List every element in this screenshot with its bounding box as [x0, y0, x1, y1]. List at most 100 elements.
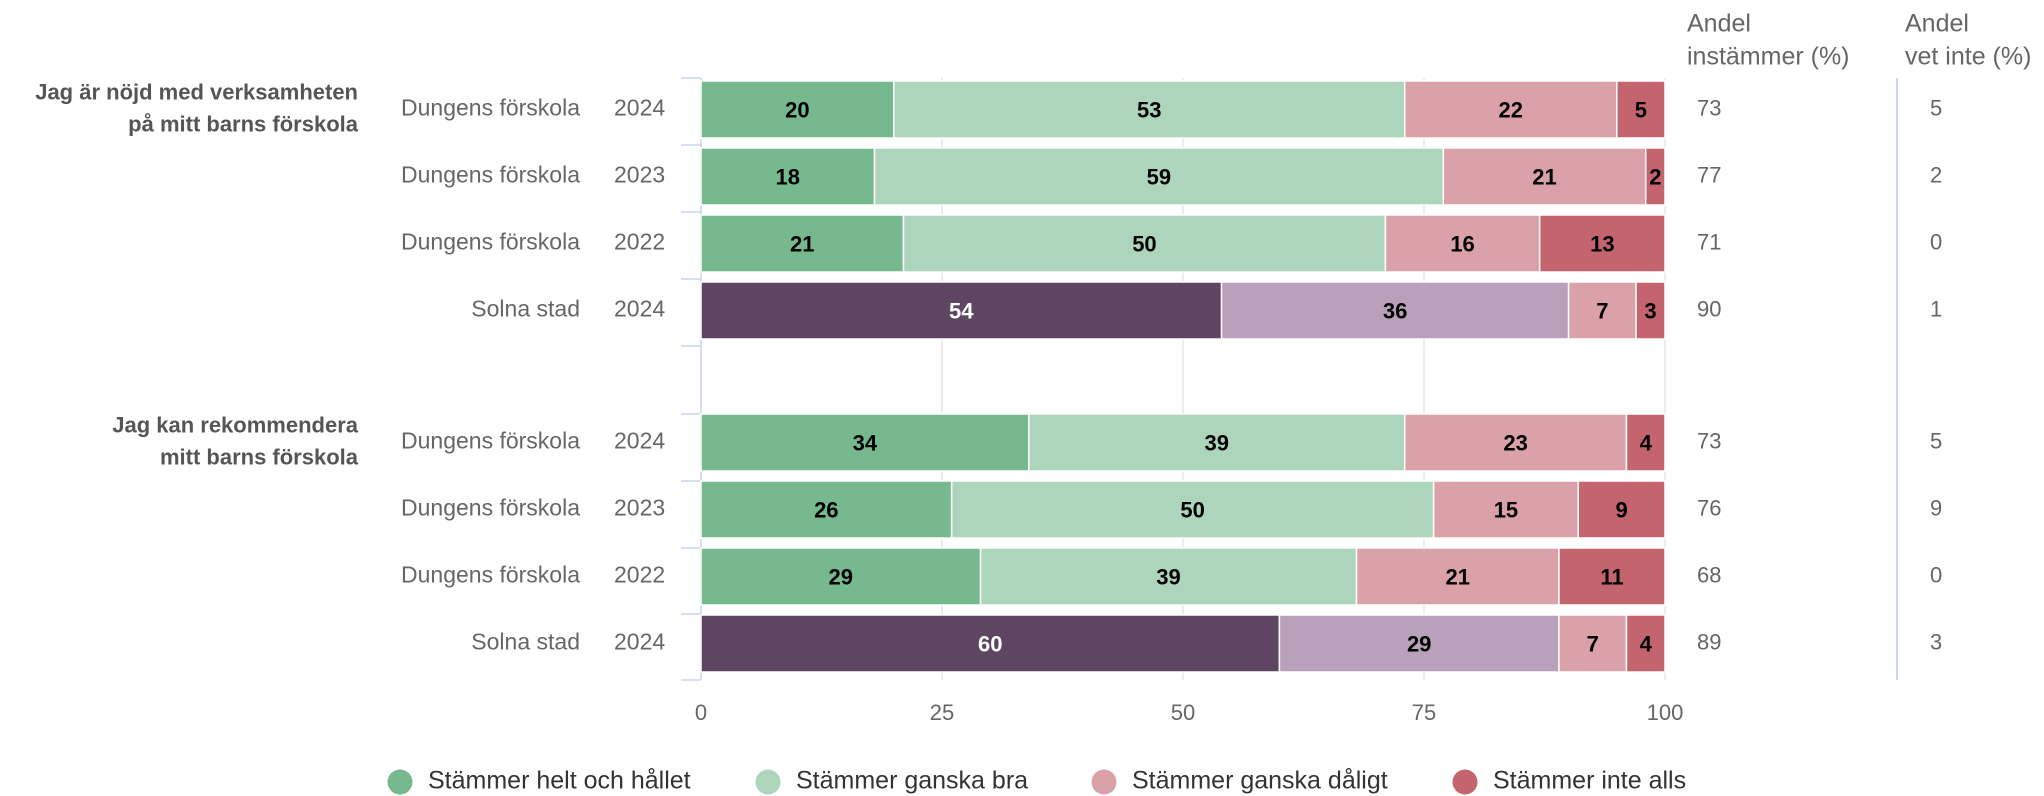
andel-vet-inte-value: 0 — [1930, 562, 1942, 587]
bar-value-label: 36 — [1383, 298, 1407, 323]
column-header: Andel — [1687, 10, 1751, 38]
bar-segment — [1442, 147, 1647, 206]
row-year-label: 2022 — [614, 562, 665, 588]
andel-vet-inte-value: 2 — [1930, 162, 1942, 187]
row-year-label: 2023 — [614, 495, 665, 521]
question-label: Jag kan rekommendera — [112, 412, 359, 437]
bar-value-label: 18 — [776, 164, 800, 189]
andel-vet-inte-value: 3 — [1930, 629, 1942, 654]
row-unit-label: Solna stad — [471, 629, 580, 655]
legend-item-label: Stämmer ganska dåligt — [1132, 767, 1388, 795]
bar-value-label: 5 — [1635, 97, 1647, 122]
andel-instammer-value: 73 — [1697, 95, 1721, 120]
legend-marker — [387, 769, 413, 795]
legend: Stämmer helt och hållet Stämmer ganska br… — [387, 767, 1686, 795]
bar-segment — [700, 80, 895, 139]
legend-marker — [1452, 769, 1478, 795]
column-header: instämmer (%) — [1687, 43, 1850, 71]
bar-value-label: 34 — [853, 430, 878, 455]
bar-value-label: 21 — [1532, 164, 1556, 189]
bar-segment — [1558, 547, 1666, 606]
andel-vet-inte-value: 1 — [1930, 296, 1942, 321]
row-unit-label: Dungens förskola — [401, 562, 580, 588]
bar-segment — [1577, 480, 1666, 539]
bar-value-label: 11 — [1600, 564, 1623, 589]
andel-instammer-value: 76 — [1697, 495, 1721, 520]
x-tick-label: 25 — [930, 700, 954, 725]
andel-instammer-value: 90 — [1697, 296, 1721, 321]
question-label: på mitt barns förskola — [128, 111, 359, 136]
bar-value-label: 2 — [1649, 164, 1661, 189]
bar-segment — [893, 80, 1406, 139]
bars: 20 53 22 5 18 59 21 2 21 50 16 13 54 36 7 3 34 39 23 4 26 50 1… — [700, 80, 1666, 673]
bar-value-label: 39 — [1156, 564, 1180, 589]
bar-value-label: 22 — [1499, 97, 1523, 122]
bar-segment — [979, 547, 1358, 606]
bar-value-label: 21 — [1445, 564, 1469, 589]
bar-segment — [1028, 413, 1406, 472]
bar-segment — [1220, 281, 1570, 340]
bar-value-label: 9 — [1615, 497, 1627, 522]
row-year-label: 2024 — [614, 296, 665, 322]
bar-value-label: 7 — [1596, 298, 1608, 323]
x-tick-label: 100 — [1647, 700, 1684, 725]
bar-segment — [1278, 614, 1560, 673]
side-columns: Andel instämmer (%) Andel vet inte (%) 73 5 77… — [1687, 10, 2031, 680]
bar-segment — [1616, 80, 1666, 139]
legend-marker — [1091, 769, 1117, 795]
row-unit-label: Dungens förskola — [401, 95, 580, 121]
bar-segment — [700, 147, 876, 206]
bar-value-label: 59 — [1147, 164, 1171, 189]
bar-value-label: 29 — [1407, 631, 1431, 656]
andel-vet-inte-value: 9 — [1930, 495, 1942, 520]
andel-vet-inte-value: 5 — [1930, 428, 1942, 453]
legend-item-label: Stämmer ganska bra — [796, 767, 1028, 795]
andel-instammer-value: 73 — [1697, 428, 1721, 453]
bar-segment — [1635, 281, 1666, 340]
bar-segment — [1538, 214, 1666, 273]
bar-segment — [1384, 214, 1541, 273]
bar-segment — [1644, 147, 1666, 206]
column-header: Andel — [1905, 10, 1969, 38]
x-axis: 0 25 50 75 100 — [681, 77, 1684, 725]
bar-segment — [1403, 80, 1618, 139]
row-year-label: 2023 — [614, 162, 665, 188]
bar-segment — [700, 547, 982, 606]
bar-segment — [873, 147, 1445, 206]
bar-value-label: 23 — [1503, 430, 1527, 455]
bar-value-label: 60 — [978, 631, 1002, 656]
bar-segment — [700, 281, 1223, 340]
bar-value-label: 20 — [785, 97, 809, 122]
row-unit-label: Dungens förskola — [401, 229, 580, 255]
bar-value-label: 54 — [949, 298, 974, 323]
andel-instammer-value: 89 — [1697, 629, 1721, 654]
bar-value-label: 29 — [829, 564, 853, 589]
bar-value-label: 13 — [1590, 231, 1614, 256]
legend-item-label: Stämmer helt och hållet — [428, 767, 691, 795]
column-header: vet inte (%) — [1905, 43, 2031, 71]
legend-marker — [755, 769, 781, 795]
bar-value-label: 7 — [1587, 631, 1599, 656]
andel-vet-inte-value: 5 — [1930, 95, 1942, 120]
bar-segment — [700, 214, 905, 273]
question-label: mitt barns förskola — [160, 444, 359, 469]
bar-value-label: 53 — [1137, 97, 1161, 122]
bar-value-label: 16 — [1450, 231, 1474, 256]
row-unit-label: Solna stad — [471, 296, 580, 322]
bar-segment — [700, 413, 1030, 472]
row-year-label: 2024 — [614, 629, 665, 655]
bar-segment — [700, 614, 1281, 673]
bar-value-label: 26 — [814, 497, 838, 522]
row-unit-label: Dungens förskola — [401, 428, 580, 454]
row-year-label: 2024 — [614, 95, 665, 121]
bar-value-label: 4 — [1640, 631, 1653, 656]
bar-value-label: 15 — [1494, 497, 1518, 522]
bar-segment — [902, 214, 1387, 273]
bar-value-label: 39 — [1204, 430, 1228, 455]
row-unit-label: Dungens förskola — [401, 162, 580, 188]
x-tick-label: 75 — [1412, 700, 1436, 725]
bar-segment — [1558, 614, 1628, 673]
andel-vet-inte-value: 0 — [1930, 229, 1942, 254]
bar-segment — [1355, 547, 1560, 606]
